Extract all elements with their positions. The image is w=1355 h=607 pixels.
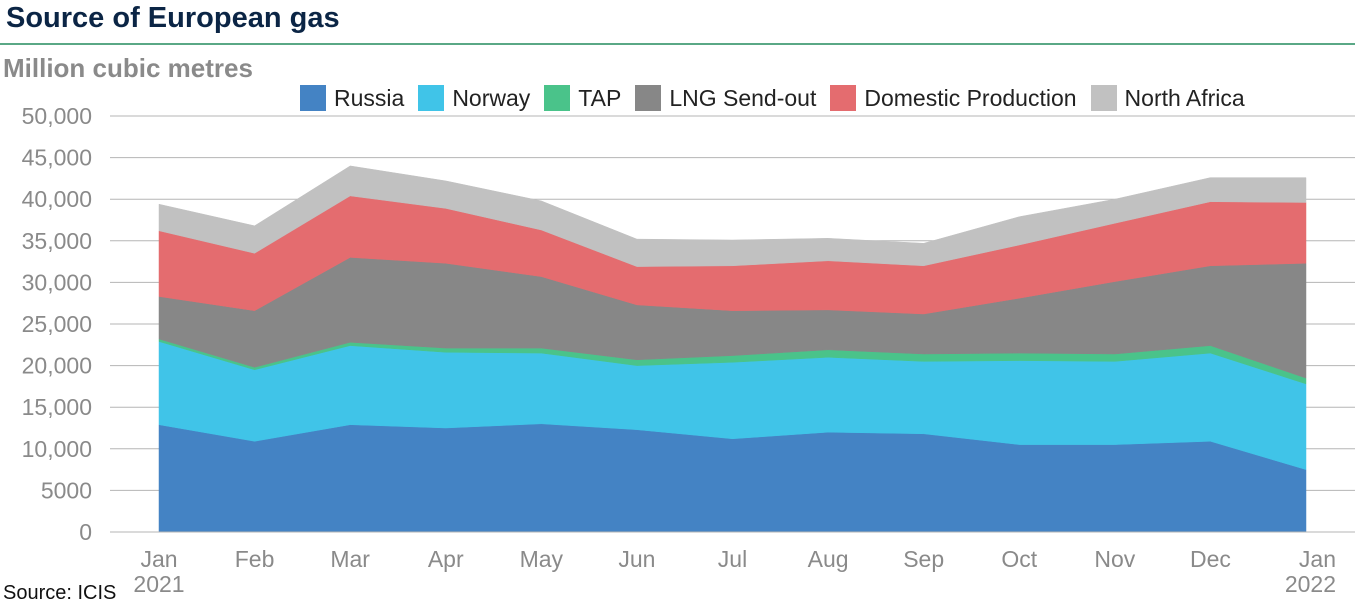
x-tick-label: Jul: [718, 546, 747, 572]
y-tick-label: 45,000: [22, 145, 92, 171]
x-tick-label: Aug: [808, 546, 849, 572]
x-tick-label: May: [520, 546, 564, 572]
y-tick-label: 25,000: [22, 311, 92, 337]
y-axis: 0 5000 10,000 15,000 20,000 25,000 30,000 35,00…: [22, 103, 92, 545]
y-tick-label: 5000: [41, 477, 92, 503]
y-tick-label: 40,000: [22, 186, 92, 212]
x-tick-label: Mar: [330, 546, 370, 572]
source-note: Source: ICIS: [3, 582, 116, 605]
y-tick-label: 0: [79, 519, 92, 545]
x-tick-label: Jan 2022: [1285, 546, 1336, 597]
x-axis: Jan 2021 Feb Mar Apr May Jun Jul Aug Sep Oct Nov Dec…: [110, 532, 1355, 597]
y-tick-label: 10,000: [22, 436, 92, 462]
x-tick-label: Nov: [1094, 546, 1135, 572]
stacked-area-chart: 0 5000 10,000 15,000 20,000 25,000 30,000 35,00…: [0, 0, 1355, 607]
y-tick-label: 30,000: [22, 269, 92, 295]
area-series: [159, 166, 1306, 532]
x-tick-label: Apr: [428, 546, 464, 572]
y-tick-label: 20,000: [22, 353, 92, 379]
x-tick-label: Sep: [903, 546, 944, 572]
x-tick-label: Dec: [1190, 546, 1231, 572]
x-tick-label: Jun: [618, 546, 655, 572]
x-tick-label: Oct: [1001, 546, 1037, 572]
x-tick-label: Jan 2021: [133, 546, 184, 597]
y-tick-label: 35,000: [22, 228, 92, 254]
x-tick-label: Feb: [235, 546, 275, 572]
y-tick-label: 50,000: [22, 103, 92, 129]
y-tick-label: 15,000: [22, 394, 92, 420]
